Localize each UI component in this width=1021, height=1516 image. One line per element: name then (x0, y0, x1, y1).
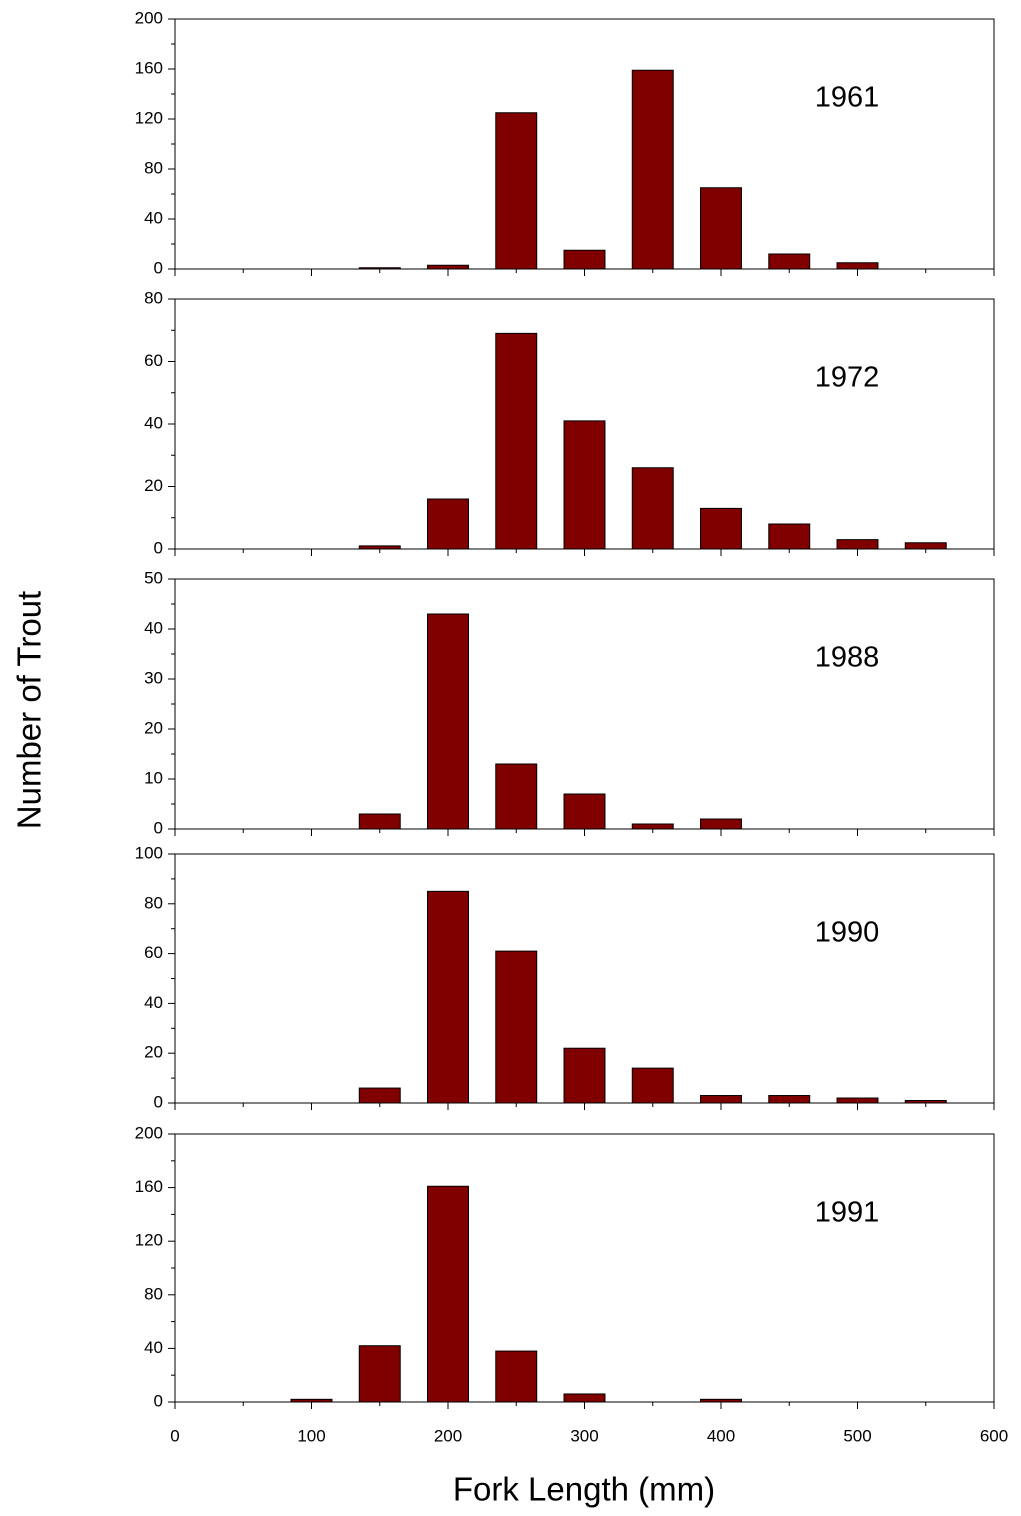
bar (495, 763, 538, 830)
y-tick-label: 40 (144, 618, 163, 637)
y-tick-label: 100 (135, 843, 163, 862)
y-tick-label: 120 (135, 1231, 163, 1250)
x-tick-label: 300 (570, 1426, 598, 1445)
y-tick-label: 20 (144, 1043, 163, 1062)
bar (427, 890, 469, 1104)
bar (563, 249, 606, 270)
x-tick-label: 100 (297, 1426, 325, 1445)
bar (495, 112, 538, 270)
plot-frame (174, 18, 995, 270)
x-tick-label: 600 (980, 1426, 1008, 1445)
bar (700, 187, 742, 270)
bar (358, 1087, 401, 1104)
y-tick-label: 40 (144, 993, 163, 1012)
y-tick-label: 80 (144, 893, 163, 912)
x-axis-label: Fork Length (mm) (453, 1471, 715, 1508)
x-tick-label: 0 (170, 1426, 179, 1445)
bar (768, 253, 811, 270)
x-tick-label: 400 (707, 1426, 735, 1445)
bar (836, 539, 879, 550)
y-tick-label: 0 (154, 1092, 163, 1111)
bar (700, 1095, 742, 1104)
panel-annotation: 1972 (815, 362, 880, 394)
y-tick-label: 40 (144, 1338, 163, 1357)
y-tick-label: 160 (135, 1177, 163, 1196)
y-tick-label: 160 (135, 58, 163, 77)
bar (358, 813, 401, 830)
y-tick-label: 20 (144, 476, 163, 495)
bar (563, 793, 606, 830)
bar (631, 467, 674, 550)
bar (495, 332, 538, 550)
bar (631, 823, 674, 830)
bar (631, 1067, 674, 1104)
bar (495, 950, 538, 1104)
bar (768, 523, 811, 550)
bar (836, 1097, 879, 1104)
bar (563, 1393, 606, 1403)
bar (563, 420, 606, 550)
y-tick-label: 0 (154, 818, 163, 837)
bar (427, 498, 469, 550)
panel-annotation: 1988 (815, 642, 880, 674)
bar (700, 507, 742, 550)
bar (768, 1095, 811, 1104)
panel-annotation: 1990 (815, 917, 880, 949)
bar (427, 613, 469, 830)
bar (427, 1185, 469, 1403)
bar (427, 264, 469, 270)
y-tick-label: 200 (135, 8, 163, 27)
y-tick-label: 80 (144, 158, 163, 177)
panel-annotation: 1991 (815, 1197, 880, 1229)
x-tick-label: 200 (434, 1426, 462, 1445)
plot-frame (174, 1133, 995, 1403)
y-tick-label: 0 (154, 538, 163, 557)
bar (358, 1345, 401, 1403)
panel-annotation: 1961 (815, 82, 880, 114)
y-axis-label: Number of Trout (11, 591, 48, 829)
y-tick-label: 80 (144, 288, 163, 307)
y-tick-label: 40 (144, 208, 163, 227)
y-tick-label: 60 (144, 943, 163, 962)
bar (904, 542, 947, 550)
y-tick-label: 20 (144, 718, 163, 737)
bar (631, 69, 674, 270)
y-tick-label: 200 (135, 1123, 163, 1142)
y-tick-label: 10 (144, 768, 163, 787)
y-tick-label: 60 (144, 351, 163, 370)
y-tick-label: 0 (154, 1391, 163, 1410)
plot-frame (174, 578, 995, 830)
x-tick-label: 500 (843, 1426, 871, 1445)
y-tick-label: 40 (144, 413, 163, 432)
y-tick-label: 30 (144, 668, 163, 687)
bar (700, 818, 742, 830)
y-tick-label: 50 (144, 568, 163, 587)
y-tick-label: 0 (154, 258, 163, 277)
bar (836, 262, 879, 270)
y-tick-label: 80 (144, 1284, 163, 1303)
bar (495, 1350, 538, 1403)
bar (563, 1047, 606, 1104)
y-tick-label: 120 (135, 108, 163, 127)
